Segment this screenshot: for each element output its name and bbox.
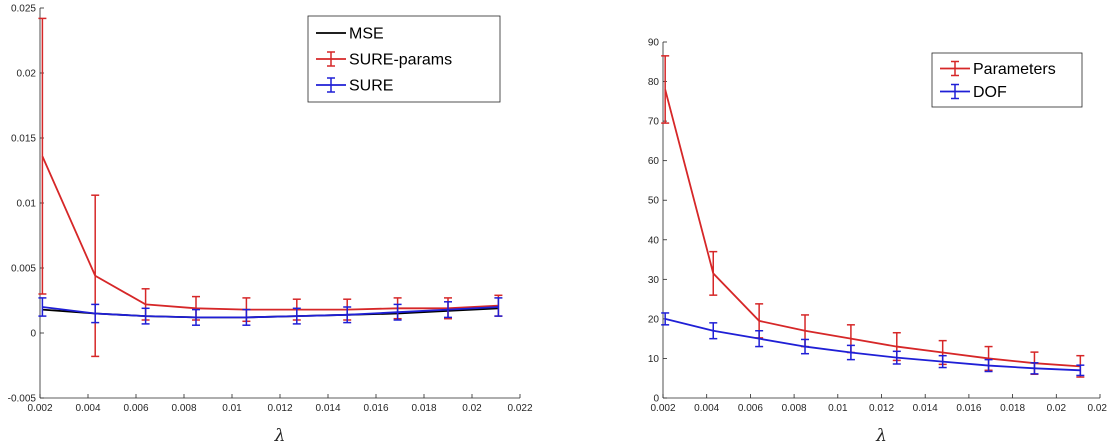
legend-label: MSE (349, 26, 384, 43)
x-tick-label: 0.008 (171, 403, 196, 414)
error-bar (755, 330, 764, 348)
y-tick-label: 90 (648, 38, 660, 49)
legend-label: SURE-params (349, 52, 452, 69)
y-tick-label: 30 (648, 275, 660, 286)
series-line (664, 89, 1081, 368)
y-tick-label: 0.005 (11, 264, 36, 275)
y-tick-label: 60 (648, 156, 660, 167)
legend-label: DOF (973, 84, 1007, 101)
error-bar (801, 338, 810, 355)
series-sure (38, 297, 503, 326)
error-bar (192, 308, 200, 326)
y-tick-label: 0.02 (17, 69, 37, 80)
error-bar (343, 306, 352, 324)
x-tick-label: 0.018 (411, 403, 436, 414)
y-tick-label: 0 (30, 329, 36, 340)
error-bar (1030, 362, 1039, 375)
error-bar (661, 312, 670, 326)
error-bar (846, 344, 855, 361)
series-line (664, 318, 1081, 372)
x-tick-label: 0.002 (27, 403, 52, 414)
error-bar (393, 303, 402, 321)
error-bar (91, 194, 100, 358)
legend-entry: MSE (316, 26, 384, 43)
y-tick-label: 40 (648, 235, 660, 246)
x-tick-label: 0.006 (123, 403, 148, 414)
legend-entry: SURE (316, 77, 393, 95)
error-bar (292, 307, 301, 325)
x-tick-label: 0.022 (1087, 403, 1107, 414)
x-tick-label: 0.006 (738, 403, 763, 414)
legend-entry: Parameters (940, 60, 1056, 78)
error-bar (984, 358, 993, 373)
chart-1: 0.002 0.004 0.006 0.008 0.01 0.012 0.014 0.016 0… (8, 4, 533, 447)
error-bar (38, 297, 47, 317)
y-tick-label: -0.005 (8, 394, 37, 405)
legend-label: SURE (349, 78, 393, 95)
error-bar (661, 55, 670, 124)
error-bar (444, 301, 452, 319)
x-tick-label: 0.008 (782, 403, 807, 414)
x-tick-label: 0.01 (222, 403, 242, 414)
legend: MSE SURE-params SURE (307, 15, 501, 103)
x-tick-label: 0.022 (507, 403, 532, 414)
legend-entry: DOF (940, 83, 1007, 101)
y-tick-label: 0.025 (11, 4, 36, 15)
error-bar (1076, 364, 1085, 377)
y-tick-label: 80 (648, 77, 660, 88)
x-tick-label: 0.004 (75, 403, 100, 414)
x-tick-label: 0.004 (694, 403, 719, 414)
error-bar (38, 17, 47, 295)
chart-2: 0.002 0.004 0.006 0.008 0.01 0.012 0.014 0.016 0… (648, 38, 1107, 447)
error-bar (938, 354, 947, 369)
x-tick-label: 0.002 (650, 403, 675, 414)
series-dof (661, 312, 1085, 377)
error-bar (892, 350, 901, 365)
legend: Parameters DOF (931, 52, 1083, 108)
error-bar (242, 308, 251, 326)
y-tick-label: 50 (648, 196, 660, 207)
y-tick-label: 0.015 (11, 134, 36, 145)
error-bar (709, 250, 718, 296)
x-tick-label: 0.018 (1000, 403, 1025, 414)
x-tick-label: 0.014 (913, 403, 938, 414)
series-line (41, 155, 499, 311)
x-axis-label: λ (274, 426, 286, 446)
x-tick-label: 0.014 (315, 403, 340, 414)
y-tick-label: 0 (653, 394, 659, 405)
x-tick-label: 0.012 (869, 403, 894, 414)
error-bar (141, 307, 150, 325)
legend-label: Parameters (973, 61, 1056, 78)
x-tick-label: 0.01 (828, 403, 848, 414)
y-tick-label: 20 (648, 314, 660, 325)
legend-entry: SURE-params (316, 51, 452, 69)
x-tick-label: 0.016 (956, 403, 981, 414)
y-tick-label: 10 (648, 354, 660, 365)
x-tick-label: 0.012 (267, 403, 292, 414)
x-axis-label: λ (875, 426, 887, 446)
x-tick-label: 0.016 (363, 403, 388, 414)
x-tick-label: 0.02 (462, 403, 482, 414)
series-line (42, 306, 499, 319)
x-tick-label: 0.02 (1047, 403, 1067, 414)
error-bar (91, 303, 100, 324)
error-bar (494, 297, 503, 317)
y-tick-label: 0.01 (17, 199, 37, 210)
error-bar (709, 322, 718, 340)
y-tick-label: 70 (648, 117, 660, 128)
